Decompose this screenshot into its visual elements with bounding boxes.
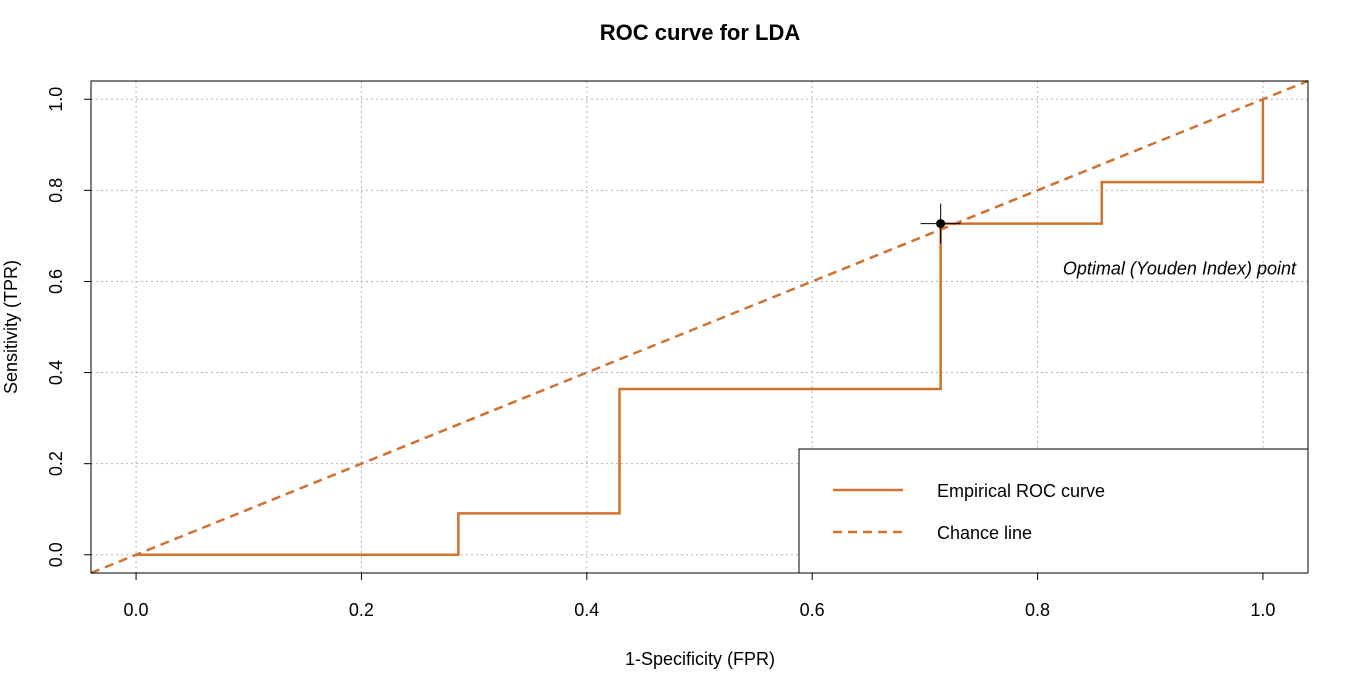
x-axis: 0.0 0.2 0.4 0.6 0.8 1.0	[124, 573, 1275, 620]
legend-label-chance: Chance line	[937, 523, 1032, 543]
x-axis-title: 1-Specificity (FPR)	[625, 649, 775, 669]
y-tick-label: 0.6	[46, 269, 66, 294]
y-axis-title: Sensitivity (TPR)	[1, 260, 21, 394]
legend-label-roc: Empirical ROC curve	[937, 481, 1105, 501]
y-tick-label: 1.0	[46, 87, 66, 112]
x-tick-label: 0.8	[1025, 600, 1050, 620]
roc-curve-line	[136, 99, 1265, 557]
optimal-point-dot	[936, 219, 946, 229]
y-tick-label: 0.8	[46, 178, 66, 203]
optimal-point-annotation: Optimal (Youden Index) point	[1063, 259, 1297, 279]
legend: Empirical ROC curve Chance line	[798, 448, 1309, 574]
x-tick-label: 1.0	[1250, 600, 1275, 620]
chart-title: ROC curve for LDA	[600, 20, 801, 45]
optimal-point-marker	[920, 203, 961, 244]
y-tick-label: 0.4	[46, 360, 66, 385]
y-axis: 0.0 0.2 0.4 0.6 0.8 1.0	[46, 87, 91, 567]
y-tick-label: 0.0	[46, 542, 66, 567]
x-tick-label: 0.0	[124, 600, 149, 620]
plot-frame	[90, 80, 1309, 574]
x-tick-label: 0.6	[800, 600, 825, 620]
x-tick-label: 0.4	[574, 600, 599, 620]
x-tick-label: 0.2	[349, 600, 374, 620]
chance-line	[90, 79, 1309, 575]
y-tick-label: 0.2	[46, 451, 66, 476]
legend-box	[798, 448, 1309, 574]
